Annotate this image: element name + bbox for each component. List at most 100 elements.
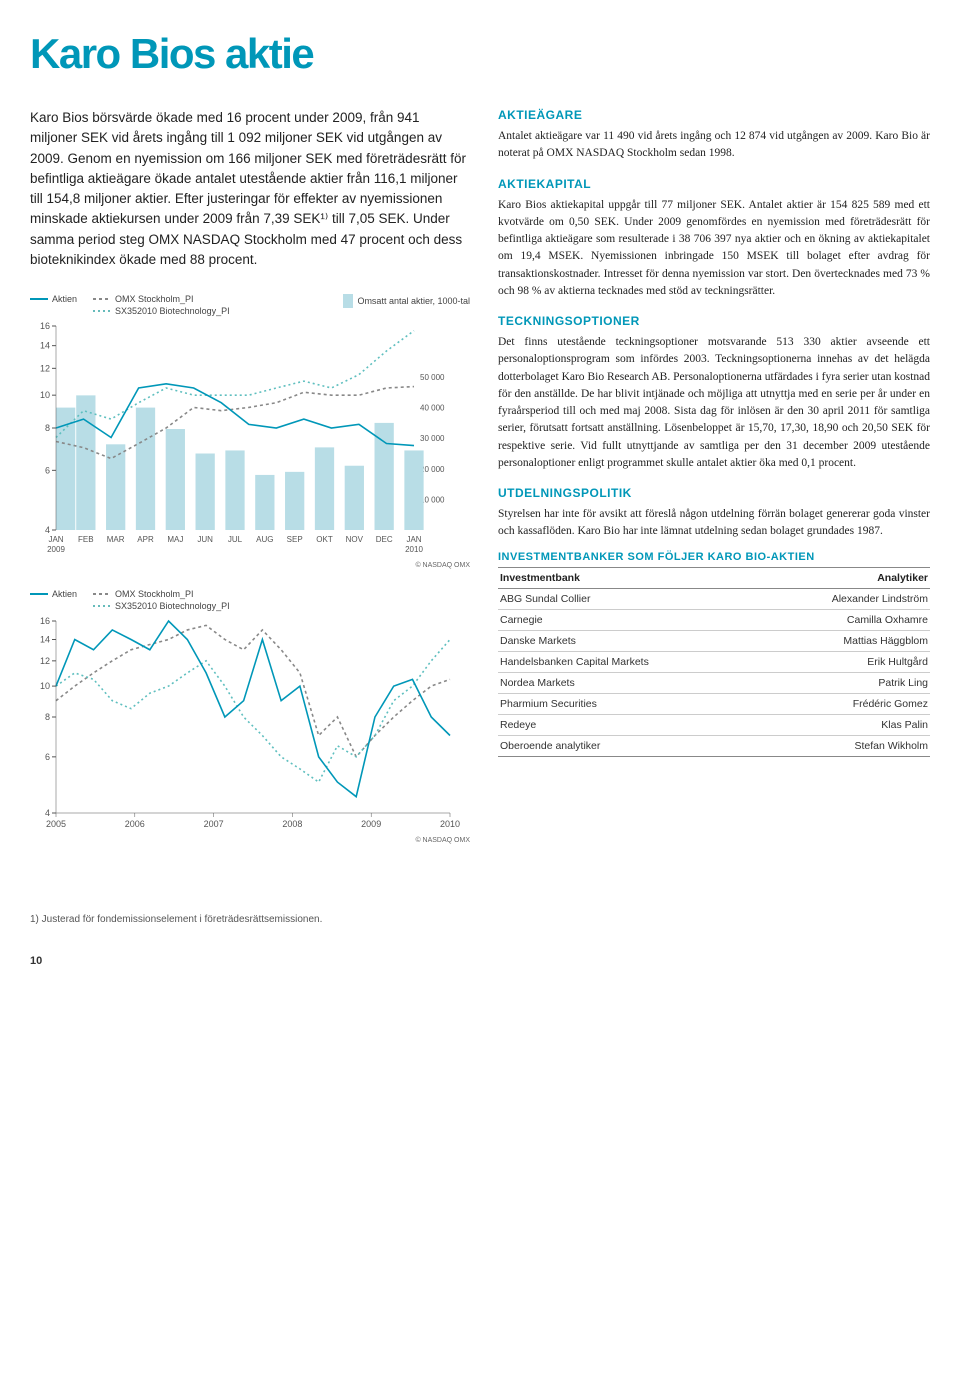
legend-omx: OMX Stockholm_PI <box>93 294 230 304</box>
svg-text:JUL: JUL <box>228 535 243 544</box>
svg-text:8: 8 <box>45 712 50 722</box>
section-heading: TECKNINGSOPTIONER <box>498 314 930 328</box>
table-cell: Erik Hultgård <box>759 651 930 672</box>
svg-text:10 000: 10 000 <box>420 495 445 504</box>
svg-text:2008: 2008 <box>282 819 302 829</box>
table-row: Handelsbanken Capital MarketsErik Hultgå… <box>498 651 930 672</box>
table-cell: Klas Palin <box>759 714 930 735</box>
table-cell: Patrik Ling <box>759 672 930 693</box>
chart2-svg: 4 6 8 10 12 14 16 2005 2006 2007 2008 2009 2010 <box>30 615 460 835</box>
svg-text:AUG: AUG <box>256 535 273 544</box>
footnote: 1) Justerad för fondemissionselement i f… <box>30 914 930 925</box>
svg-text:2006: 2006 <box>125 819 145 829</box>
svg-text:2010: 2010 <box>440 819 460 829</box>
svg-text:6: 6 <box>45 752 50 762</box>
legend-volume: Omsatt antal aktier, 1000-tal <box>343 294 470 308</box>
svg-text:12: 12 <box>40 363 50 373</box>
legend-sx-label: SX352010 Biotechnology_PI <box>115 306 230 316</box>
chart-monthly: Aktien OMX Stockholm_PI SX352010 Biotech… <box>30 294 470 569</box>
table-cell: Pharmium Securities <box>498 693 759 714</box>
legend-aktien: Aktien <box>30 294 77 304</box>
legend2-aktien-label: Aktien <box>52 589 77 599</box>
svg-text:16: 16 <box>40 321 50 331</box>
svg-text:14: 14 <box>40 341 50 351</box>
table-cell: Handelsbanken Capital Markets <box>498 651 759 672</box>
section-heading: UTDELNINGSPOLITIK <box>498 486 930 500</box>
svg-text:2009: 2009 <box>47 545 65 554</box>
svg-text:MAJ: MAJ <box>167 535 183 544</box>
svg-text:2009: 2009 <box>361 819 381 829</box>
section-heading: AKTIEÄGARE <box>498 108 930 122</box>
table-cell: Frédéric Gomez <box>759 693 930 714</box>
svg-text:APR: APR <box>137 535 154 544</box>
svg-text:2010: 2010 <box>405 545 423 554</box>
page-title: Karo Bios aktie <box>30 30 930 78</box>
legend-aktien-label: Aktien <box>52 294 77 304</box>
investmentbank-table-block: INVESTMENTBANKER SOM FÖLJER KARO BIO-AKT… <box>498 551 930 757</box>
table-cell: Oberoende analytiker <box>498 735 759 756</box>
legend-sx: SX352010 Biotechnology_PI <box>93 306 230 316</box>
svg-text:12: 12 <box>40 656 50 666</box>
table-row: RedeyeKlas Palin <box>498 714 930 735</box>
legend2-sx-label: SX352010 Biotechnology_PI <box>115 601 230 611</box>
table-cell: ABG Sundal Collier <box>498 588 759 609</box>
chart2-legend: Aktien OMX Stockholm_PI SX352010 Biotech… <box>30 589 470 611</box>
table-cell: Carnegie <box>498 609 759 630</box>
table-cell: Nordea Markets <box>498 672 759 693</box>
svg-text:10: 10 <box>40 390 50 400</box>
section-text: Karo Bios aktiekapital uppgår till 77 mi… <box>498 197 930 301</box>
right-column: AKTIEÄGARE Antalet aktieägare var 11 490 … <box>498 108 930 864</box>
svg-text:DEC: DEC <box>376 535 393 544</box>
legend2-omx: OMX Stockholm_PI <box>93 589 230 599</box>
svg-text:JAN: JAN <box>48 535 63 544</box>
table-row: Oberoende analytikerStefan Wikholm <box>498 735 930 756</box>
two-column-layout: Karo Bios börsvärde ökade med 16 procent… <box>30 108 930 864</box>
svg-text:10: 10 <box>40 681 50 691</box>
legend-omx-label: OMX Stockholm_PI <box>115 294 194 304</box>
table-row: Pharmium SecuritiesFrédéric Gomez <box>498 693 930 714</box>
svg-text:50 000: 50 000 <box>420 373 445 382</box>
table-row: ABG Sundal CollierAlexander Lindström <box>498 588 930 609</box>
svg-text:6: 6 <box>45 465 50 475</box>
investmentbank-table: InvestmentbankAnalytiker ABG Sundal Coll… <box>498 568 930 757</box>
svg-text:20 000: 20 000 <box>420 465 445 474</box>
table-row: Danske MarketsMattias Häggblom <box>498 630 930 651</box>
section-text: Det finns utestående teckningsoptioner m… <box>498 334 930 472</box>
legend2-aktien: Aktien <box>30 589 77 599</box>
page-number: 10 <box>30 955 930 967</box>
svg-text:FEB: FEB <box>78 535 94 544</box>
table-cell: Stefan Wikholm <box>759 735 930 756</box>
section-text: Antalet aktieägare var 11 490 vid årets … <box>498 128 930 163</box>
svg-text:JUN: JUN <box>197 535 213 544</box>
chart-yearly: Aktien OMX Stockholm_PI SX352010 Biotech… <box>30 589 470 844</box>
table-cell: Alexander Lindström <box>759 588 930 609</box>
svg-text:MAR: MAR <box>107 535 125 544</box>
svg-text:4: 4 <box>45 525 50 535</box>
svg-text:14: 14 <box>40 634 50 644</box>
svg-text:OKT: OKT <box>316 535 333 544</box>
left-column: Karo Bios börsvärde ökade med 16 procent… <box>30 108 470 864</box>
table-cell: Redeye <box>498 714 759 735</box>
svg-text:2005: 2005 <box>46 819 66 829</box>
table-title: INVESTMENTBANKER SOM FÖLJER KARO BIO-AKT… <box>498 551 930 568</box>
svg-text:40 000: 40 000 <box>420 404 445 413</box>
svg-text:4: 4 <box>45 808 50 818</box>
table-cell: Mattias Häggblom <box>759 630 930 651</box>
section-heading: AKTIEKAPITAL <box>498 177 930 191</box>
table-header: Analytiker <box>759 568 930 589</box>
chart2-footer: © NASDAQ OMX <box>30 837 470 844</box>
table-cell: Danske Markets <box>498 630 759 651</box>
legend2-omx-label: OMX Stockholm_PI <box>115 589 194 599</box>
sections: AKTIEÄGARE Antalet aktieägare var 11 490 … <box>498 108 930 541</box>
svg-text:16: 16 <box>40 616 50 626</box>
svg-text:2007: 2007 <box>204 819 224 829</box>
chart1-svg: 4681012141610 00020 00030 00040 00050 00… <box>30 320 460 560</box>
table-row: Nordea MarketsPatrik Ling <box>498 672 930 693</box>
table-header: Investmentbank <box>498 568 759 589</box>
svg-text:SEP: SEP <box>287 535 303 544</box>
chart1-legend: Aktien OMX Stockholm_PI SX352010 Biotech… <box>30 294 470 316</box>
svg-text:NOV: NOV <box>346 535 364 544</box>
svg-text:JAN: JAN <box>406 535 421 544</box>
table-row: CarnegieCamilla Oxhamre <box>498 609 930 630</box>
chart1-footer: © NASDAQ OMX <box>30 562 470 569</box>
